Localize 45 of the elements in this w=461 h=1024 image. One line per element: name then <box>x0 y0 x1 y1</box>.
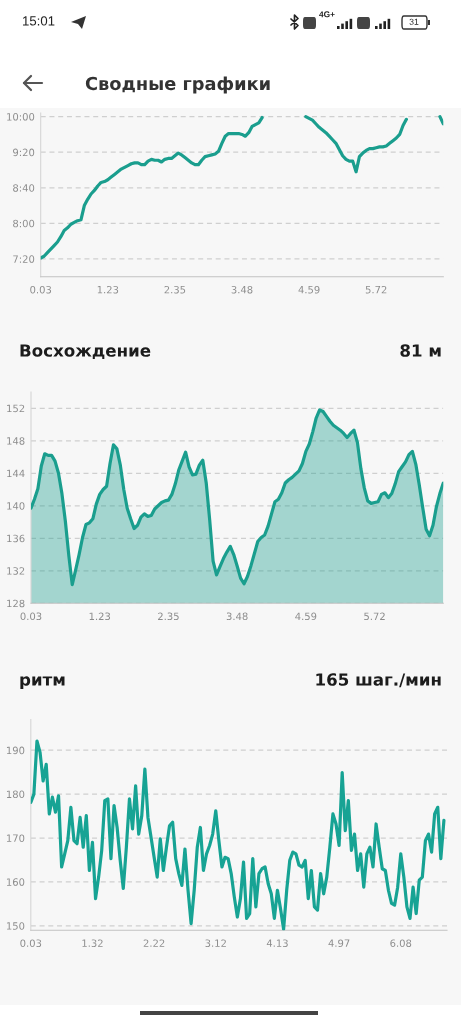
x-tick-label: 3.12 <box>205 939 226 947</box>
y-tick-label: 10:00 <box>7 113 35 121</box>
x-tick-label: 5.72 <box>364 612 385 621</box>
y-tick-label: 152 <box>7 404 25 413</box>
y-tick-label: 8:00 <box>13 219 35 228</box>
x-tick-label: 1.32 <box>82 939 103 947</box>
x-tick-label: 3.48 <box>231 285 253 294</box>
y-tick-label: 160 <box>6 878 25 886</box>
text: 15:01 <box>23 16 55 26</box>
y-tick-label: 132 <box>7 567 25 575</box>
x-tick-label: 0.03 <box>20 612 42 621</box>
y-tick-label: 170 <box>6 834 25 842</box>
y-tick-label: 180 <box>6 790 25 799</box>
x-tick-label: 3.48 <box>226 612 248 621</box>
y-tick-label: 190 <box>6 746 25 755</box>
chart-subtitle: 81 м <box>400 344 441 357</box>
chart-title: ритм <box>20 676 65 690</box>
x-tick-label: 0.03 <box>20 939 42 947</box>
x-tick-label: 0.03 <box>30 285 52 294</box>
text: 31 <box>409 18 419 25</box>
y-tick-label: 140 <box>7 502 25 510</box>
x-tick-label: 4.13 <box>266 939 288 947</box>
x-tick-label: 1.23 <box>97 285 119 294</box>
x-tick-label: 4.59 <box>298 285 320 294</box>
y-tick-label: 150 <box>6 922 25 930</box>
x-tick-label: 2.35 <box>158 612 179 621</box>
y-tick-label: 7:20 <box>13 255 35 263</box>
text: Сводные графики <box>85 76 270 94</box>
x-tick-label: 6.08 <box>390 939 412 947</box>
x-tick-label: 1.23 <box>89 612 111 621</box>
x-tick-label: 4.59 <box>295 612 317 621</box>
text: 4G+ <box>319 11 335 18</box>
line-series <box>30 739 446 931</box>
y-tick-label: 136 <box>7 534 25 543</box>
chart-title: Восхождение <box>20 344 151 359</box>
x-tick-label: 4.97 <box>328 939 350 947</box>
x-tick-label: 2.22 <box>143 939 165 947</box>
y-tick-label: 8:40 <box>13 184 35 192</box>
y-tick-label: 128 <box>7 599 25 608</box>
y-tick-label: 9:20 <box>13 148 35 157</box>
y-tick-label: 148 <box>7 437 25 445</box>
chart-subtitle: 165 шаг./мин <box>316 673 441 688</box>
x-tick-label: 2.35 <box>164 285 186 294</box>
x-tick-label: 5.72 <box>365 285 387 294</box>
y-tick-label: 144 <box>7 469 25 478</box>
